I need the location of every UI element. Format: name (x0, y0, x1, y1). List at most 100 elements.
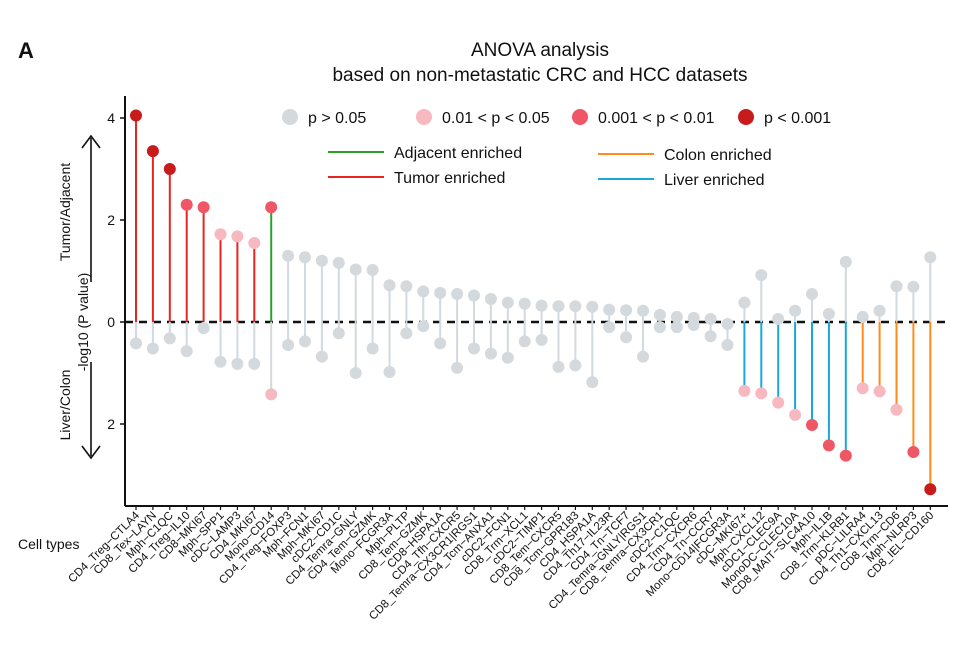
lollipop-dot (265, 388, 278, 401)
lollipop-dot (299, 251, 311, 264)
lollipop-dot (924, 483, 937, 496)
lollipop-dot (282, 249, 295, 262)
lollipop-dot (383, 279, 396, 292)
lollipop-dot (197, 201, 210, 214)
legend-pvalue-label: 0.001 < p < 0.01 (598, 110, 715, 127)
lollipop-dot (670, 310, 683, 323)
lollipop-dot (670, 321, 683, 334)
legend-enrichment-label: Tumor enriched (394, 170, 505, 187)
lollipop-dot (620, 304, 633, 317)
lollipop-dot (653, 308, 666, 321)
lollipop-dot (366, 342, 379, 355)
lollipop-dot (315, 350, 328, 363)
lollipop-dot (231, 357, 244, 370)
lollipop-dot (535, 333, 548, 346)
lollipop-dot (501, 296, 514, 309)
lollipop-dot (332, 327, 345, 340)
lollipop-dot (822, 439, 835, 452)
lollipop-dot (603, 303, 616, 316)
lollipop-dot (214, 228, 227, 241)
lollipop-dot (789, 408, 802, 421)
y-axis-label: -log10 (P value) (75, 273, 91, 372)
legend-pvalue-dot (416, 109, 432, 125)
lollipop-dot (806, 287, 818, 300)
lollipop-dot (873, 385, 886, 398)
lollipop-dot (873, 304, 886, 317)
lollipop-dot (687, 319, 700, 332)
x-axis-label: Cell types (18, 536, 80, 552)
lollipop-dot (248, 357, 261, 370)
chart-title: ANOVA analysis (471, 40, 609, 61)
lollipop-dot (130, 109, 142, 122)
lollipop-dot (738, 384, 751, 397)
y-lower-label: Liver/Colon (57, 370, 73, 441)
chart-subtitle: based on non-metastatic CRC and HCC data… (332, 65, 748, 86)
lollipop-dot (366, 263, 379, 276)
lollipop-dot (535, 299, 548, 312)
lollipop-dot (907, 280, 920, 293)
lollipop-dot (924, 251, 937, 264)
lollipop-dot (704, 330, 717, 343)
lollipop-dot (468, 342, 480, 355)
legend-pvalue-dot (738, 109, 754, 125)
lollipop-dot (552, 360, 565, 373)
lollipop-dot (299, 335, 311, 348)
lollipop-dot (163, 332, 176, 345)
lollipop-dot (417, 320, 430, 333)
lollipop-dot (772, 396, 785, 409)
lollipop-dot (468, 289, 480, 302)
lollipop-dot (637, 304, 649, 317)
lollipop-dot (484, 347, 497, 360)
lollipop-dot (721, 338, 734, 351)
legend-pvalue-dot (282, 109, 298, 125)
lollipop-dot (586, 376, 599, 389)
axes: 4 2 0 2 -log10 (P value)Tumor/Adjacent Liver/… (57, 96, 948, 507)
lollipop-dot (146, 145, 159, 158)
lollipop-dot (839, 449, 852, 462)
lollipop-dot (907, 446, 920, 459)
lollipop-dot (856, 310, 869, 323)
lollipop-dot (434, 286, 447, 299)
y-tick-label: 4 (107, 110, 115, 126)
lollipop-dot (501, 351, 514, 364)
lollipop-dot (620, 331, 633, 344)
lollipop-dot (789, 304, 802, 317)
lollipop-dot (400, 280, 413, 293)
lollipop-dot (434, 337, 447, 350)
lollipop-dot (180, 198, 193, 211)
y-tick-label: 2 (107, 416, 115, 432)
lollipop-dot (417, 285, 430, 298)
lollipop-dot (518, 335, 531, 348)
y-upper-label: Tumor/Adjacent (57, 163, 73, 261)
lollipop-dot (451, 287, 464, 300)
lollipop-dot (451, 361, 464, 374)
lollipop-dot (383, 365, 396, 378)
legend: p > 0.05 0.01 < p < 0.05 0.001 < p < 0.01 p… (282, 109, 831, 189)
lollipop-dot (130, 337, 142, 350)
lollipop-dot (146, 342, 159, 355)
lollipop-dot (349, 263, 362, 276)
lollipop-dot (214, 355, 227, 368)
x-tick-labels: CD4_Treg−CTLA4CD8_Tex−LAYNMph−C1QCCD4_Tr… (66, 506, 936, 623)
lollipop-dot (518, 297, 531, 310)
lollipop-dot (637, 350, 649, 363)
lollipop-dot (755, 387, 768, 400)
lollipop-dot (586, 300, 599, 313)
legend-pvalue-label: p < 0.001 (764, 110, 831, 127)
lollipop-dot (890, 280, 903, 293)
panel-label: A (18, 38, 34, 63)
lollipop-dot (282, 338, 295, 351)
lollipop-dot (552, 300, 565, 313)
lollipop-dot (890, 403, 903, 416)
lollipop-dot (231, 230, 244, 243)
lollipop-dot (569, 359, 582, 372)
legend-pvalue-dot (572, 109, 588, 125)
y-tick-label: 2 (107, 212, 115, 228)
lollipop-dot (197, 322, 210, 335)
stems (135, 115, 932, 490)
lollipop-dot (603, 321, 616, 334)
lollipop-dot (569, 300, 582, 313)
lollipop-dot (721, 318, 734, 331)
lollipop-dot (772, 312, 785, 325)
lollipop-dot (484, 293, 497, 306)
